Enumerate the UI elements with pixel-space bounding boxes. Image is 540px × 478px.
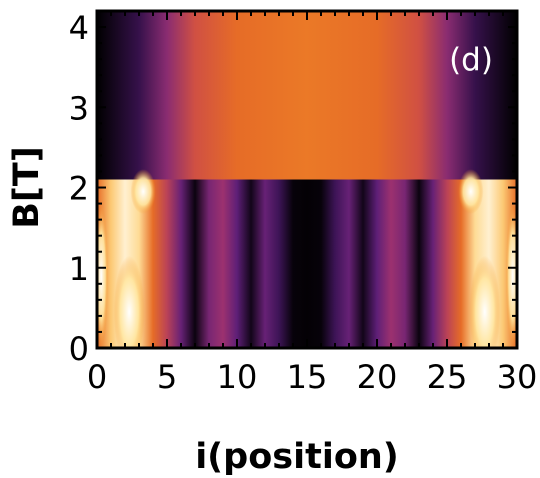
- x-tick-label: 15: [287, 358, 328, 396]
- y-tick-label: 1: [69, 250, 89, 288]
- y-tick-label: 4: [69, 9, 89, 47]
- y-tick-label: 0: [69, 330, 89, 368]
- heatmap-region-high-field: [97, 11, 517, 180]
- x-tick-label: 5: [157, 358, 177, 396]
- lobe-top-right: [458, 169, 484, 215]
- x-tick-label: 20: [357, 358, 398, 396]
- lobe-edge-right: [505, 203, 517, 348]
- edge-lobes: [97, 169, 517, 348]
- axis-ticks: [96, 10, 518, 349]
- x-tick-label: 25: [427, 358, 468, 396]
- axis-tick-labels: 0 5 10 15 20 25 30 0 1 2 3 4: [69, 9, 538, 396]
- lobe-edge-left: [97, 203, 109, 348]
- x-tick-label: 10: [217, 358, 258, 396]
- heatmap-region-low-field: [97, 179, 517, 348]
- lobe-bottom-right: [469, 255, 501, 348]
- plot-area: [97, 11, 517, 348]
- y-axis-title: B[T]: [7, 146, 47, 229]
- x-tick-label: 0: [87, 358, 107, 396]
- lobe-top-left: [130, 169, 156, 215]
- x-tick-label: 30: [497, 358, 538, 396]
- y-tick-label: 2: [69, 170, 89, 208]
- panel-label: (d): [449, 42, 493, 78]
- y-tick-label: 3: [69, 89, 89, 127]
- x-axis-title: i(position): [195, 437, 399, 477]
- lobe-bottom-left: [113, 255, 145, 348]
